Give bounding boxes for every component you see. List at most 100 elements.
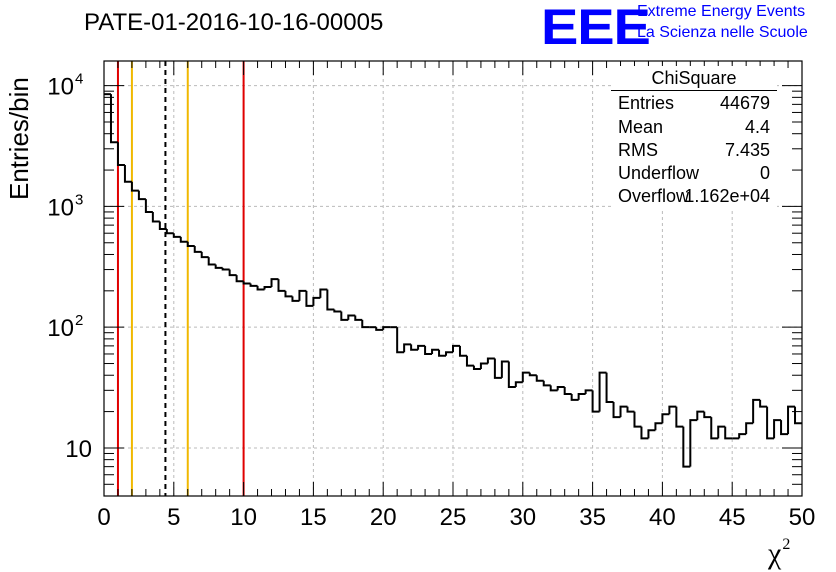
- hist-bin: [661, 413, 670, 424]
- hist-bin: [228, 269, 237, 277]
- stats-key: Mean: [618, 117, 664, 137]
- hist-bin: [479, 362, 488, 370]
- hist-bin: [123, 165, 132, 183]
- y-tick-label: 10: [47, 194, 74, 221]
- y-tick-label: 10: [47, 74, 74, 101]
- hist-bin: [556, 385, 565, 391]
- hist-bin: [179, 236, 188, 243]
- hist-bin: [724, 426, 733, 440]
- hist-bin: [668, 405, 677, 415]
- stats-value: 44679: [719, 93, 770, 113]
- stats-row-rms: RMS 7.435: [618, 140, 770, 162]
- hist-bin: [354, 315, 363, 321]
- hist-bin: [438, 349, 447, 357]
- hist-bin: [465, 355, 474, 367]
- hist-bin: [214, 264, 223, 269]
- hist-bin: [717, 425, 726, 439]
- hist-bin: [528, 372, 537, 377]
- hist-bin: [151, 211, 160, 223]
- logo-line-1: Extreme Energy Events: [637, 3, 806, 20]
- hist-bin: [396, 327, 405, 354]
- stats-row-entries: Entries 44679: [618, 93, 770, 115]
- hist-bin: [542, 380, 551, 387]
- hist-bin: [158, 221, 167, 231]
- hist-bin: [340, 311, 349, 321]
- hist-bin: [221, 267, 230, 271]
- hist-bin: [382, 326, 391, 330]
- hist-bin: [647, 429, 656, 439]
- x-tick-label: 35: [579, 504, 606, 531]
- hist-bin: [172, 233, 181, 238]
- hist-bin: [773, 419, 782, 439]
- hist-bin: [403, 343, 412, 353]
- hist-bin: [312, 296, 321, 306]
- hist-bin: [500, 360, 509, 378]
- hist-bin: [424, 345, 433, 355]
- hist-bin: [612, 402, 621, 419]
- hist-bin: [696, 410, 705, 421]
- hist-bin: [521, 371, 530, 383]
- hist-bin: [591, 390, 600, 413]
- hist-bin: [375, 327, 384, 331]
- x-tick-label: 20: [370, 504, 397, 531]
- hist-bin: [263, 286, 272, 290]
- stats-value: 1.162e+04: [684, 186, 770, 206]
- x-tick-label: 15: [300, 504, 327, 531]
- hist-bin: [654, 422, 663, 431]
- stats-value: 0: [759, 163, 770, 183]
- hist-bin: [165, 229, 174, 235]
- x-tick-label: 30: [509, 504, 536, 531]
- y-axis-label: Entries/bin: [4, 77, 34, 200]
- x-tick-label: 5: [167, 504, 180, 531]
- histogram-series: [104, 93, 802, 468]
- stats-divider: [611, 90, 777, 91]
- hist-bin: [493, 358, 502, 379]
- x-tick-label: 40: [649, 504, 676, 531]
- y-tick-label: 10: [65, 436, 92, 463]
- y-tick-exponent: 4: [75, 71, 83, 88]
- x-tick-label: 50: [789, 504, 816, 531]
- hist-bin: [207, 257, 216, 266]
- hist-bin: [794, 406, 802, 425]
- stats-key: Underflow: [618, 163, 700, 183]
- hist-bin: [626, 406, 635, 413]
- hist-bin: [598, 371, 607, 412]
- hist-bin: [305, 290, 314, 307]
- hist-bin: [277, 279, 286, 292]
- hist-bin: [675, 406, 684, 428]
- hist-bin: [780, 420, 789, 436]
- hist-bin: [144, 199, 153, 213]
- hist-bin: [752, 398, 761, 424]
- hist-bin: [703, 411, 712, 419]
- hist-bin: [577, 392, 586, 400]
- hist-bin: [347, 314, 356, 320]
- hist-bin: [633, 411, 642, 428]
- hist-bin: [291, 296, 300, 302]
- hist-bin: [759, 399, 768, 408]
- x-tick-label: 10: [230, 504, 257, 531]
- hist-bin: [738, 433, 747, 439]
- hist-bin: [563, 386, 572, 395]
- hist-bin: [186, 241, 195, 248]
- hist-bin: [235, 275, 244, 283]
- hist-bin: [619, 405, 628, 418]
- run-title: PATE-01-2016-10-16-00005: [84, 9, 384, 36]
- hist-bin: [298, 289, 307, 301]
- hist-bin: [458, 345, 467, 357]
- stats-row-underflow: Underflow 0: [618, 163, 770, 185]
- stats-row-mean: Mean 4.4: [618, 117, 770, 139]
- x-tick-label: 45: [719, 504, 746, 531]
- hist-bin: [787, 405, 796, 435]
- hist-bin: [710, 417, 719, 440]
- hist-bin: [242, 281, 251, 285]
- stats-value: 4.4: [744, 117, 770, 137]
- hist-bin: [193, 246, 202, 253]
- y-tick-label: 10: [47, 315, 74, 342]
- hist-bin: [361, 319, 370, 329]
- stats-key: Entries: [618, 93, 675, 113]
- stats-key: Overflow: [618, 186, 690, 206]
- hist-bin: [319, 288, 328, 298]
- hist-bin: [535, 375, 544, 382]
- x-axis-label: χ2: [768, 536, 791, 570]
